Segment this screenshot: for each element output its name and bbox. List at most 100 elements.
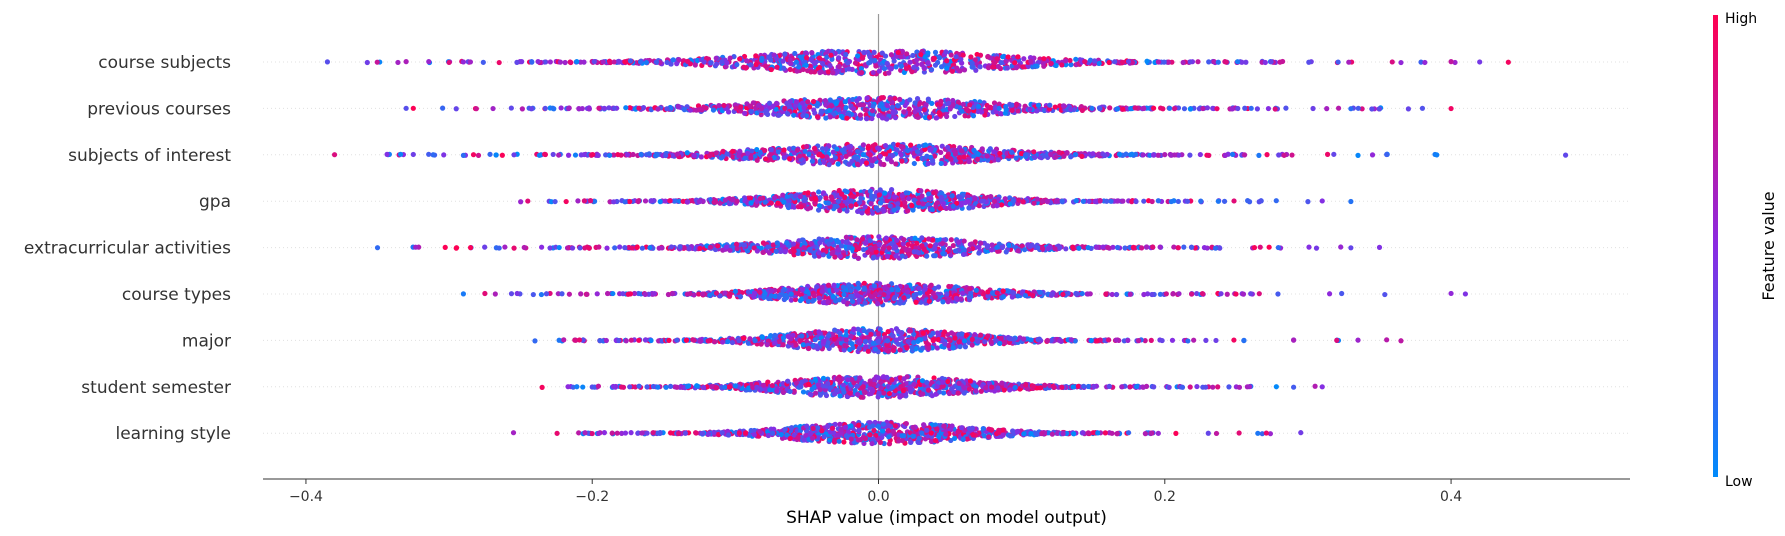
shap-point — [852, 60, 859, 66]
shap-point — [994, 244, 1000, 250]
shap-point — [953, 54, 959, 60]
shap-point — [587, 198, 594, 204]
shap-point — [713, 150, 719, 156]
shap-point — [776, 112, 782, 118]
shap-point — [1275, 244, 1281, 251]
shap-point — [698, 154, 704, 160]
shap-point — [514, 290, 520, 297]
shap-point — [1061, 153, 1067, 159]
shap-point — [595, 152, 601, 158]
shap-point — [1306, 59, 1312, 65]
shap-point — [860, 152, 866, 158]
shap-point — [952, 248, 959, 254]
shap-point — [1027, 106, 1033, 112]
shap-point — [816, 55, 823, 61]
shap-point — [1037, 289, 1043, 296]
shap-point — [861, 280, 867, 286]
shap-point — [774, 56, 780, 62]
shap-point — [904, 51, 910, 57]
shap-point — [413, 244, 419, 250]
shap-point — [794, 147, 801, 153]
shap-point — [800, 112, 806, 119]
shap-point — [1248, 291, 1254, 297]
shap-point — [922, 114, 929, 121]
shap-point — [1276, 152, 1282, 158]
shap-point — [496, 245, 502, 251]
shap-point — [1108, 198, 1114, 204]
shap-point — [719, 154, 726, 160]
shap-point — [946, 100, 952, 106]
shap-point — [833, 287, 840, 293]
shap-point — [724, 151, 730, 157]
shap-point — [866, 60, 872, 66]
shap-point — [1477, 59, 1483, 65]
shap-point — [508, 105, 514, 111]
shap-point — [1160, 106, 1166, 112]
shap-point — [1305, 199, 1311, 205]
shap-point — [1009, 149, 1015, 155]
shap-point — [1015, 108, 1021, 114]
shap-point — [1256, 199, 1262, 205]
shap-point — [994, 203, 1000, 209]
shap-point — [324, 59, 331, 65]
shap-point — [988, 247, 995, 253]
shap-point — [453, 245, 460, 251]
shap-point — [1242, 105, 1248, 111]
shap-point — [845, 60, 851, 66]
shap-point — [898, 152, 904, 158]
shap-point — [784, 111, 791, 117]
shap-point — [799, 286, 806, 292]
shap-point — [403, 59, 409, 65]
shap-point — [852, 252, 858, 258]
shap-point — [830, 249, 836, 255]
shap-point — [742, 242, 748, 248]
shap-point — [888, 66, 894, 72]
shap-point — [922, 142, 929, 148]
shap-point — [784, 240, 790, 246]
shap-point — [843, 239, 849, 245]
shap-point — [643, 59, 650, 66]
shap-point — [839, 147, 845, 153]
shap-point — [1130, 244, 1136, 250]
shap-point — [757, 195, 763, 202]
shap-point — [884, 60, 890, 66]
shap-point — [1114, 244, 1121, 251]
shap-point — [1369, 152, 1376, 158]
shap-point — [873, 63, 879, 69]
shap-point — [1074, 291, 1080, 297]
shap-point — [794, 68, 800, 74]
shap-point — [782, 249, 788, 255]
shap-point — [1045, 245, 1051, 252]
shap-point — [1280, 58, 1286, 65]
shap-point — [843, 51, 849, 58]
shap-point — [824, 154, 830, 160]
shap-point — [1176, 291, 1182, 297]
shap-point — [460, 152, 466, 158]
shap-point — [1097, 106, 1103, 112]
shap-point — [1281, 152, 1287, 158]
shap-point — [824, 54, 830, 60]
shap-point — [364, 59, 370, 66]
shap-point — [748, 155, 754, 161]
shap-point — [869, 115, 875, 122]
shap-point — [1324, 151, 1331, 157]
shap-point — [754, 157, 760, 163]
shap-point — [647, 245, 653, 251]
shap-point — [1180, 59, 1186, 66]
shap-point — [1012, 60, 1018, 66]
shap-point — [976, 250, 982, 256]
shap-point — [835, 198, 841, 204]
shap-point — [944, 58, 950, 64]
shap-point — [806, 151, 812, 157]
shap-point — [940, 299, 946, 305]
shap-point — [703, 105, 709, 111]
shap-point — [859, 69, 865, 76]
shap-point — [1155, 198, 1161, 204]
shap-point — [1079, 153, 1085, 160]
shap-point — [1089, 105, 1095, 112]
shap-point — [747, 103, 753, 109]
shap-point — [904, 289, 911, 295]
shap-point — [1080, 198, 1086, 204]
shap-point — [991, 149, 997, 155]
shap-point — [959, 148, 965, 154]
